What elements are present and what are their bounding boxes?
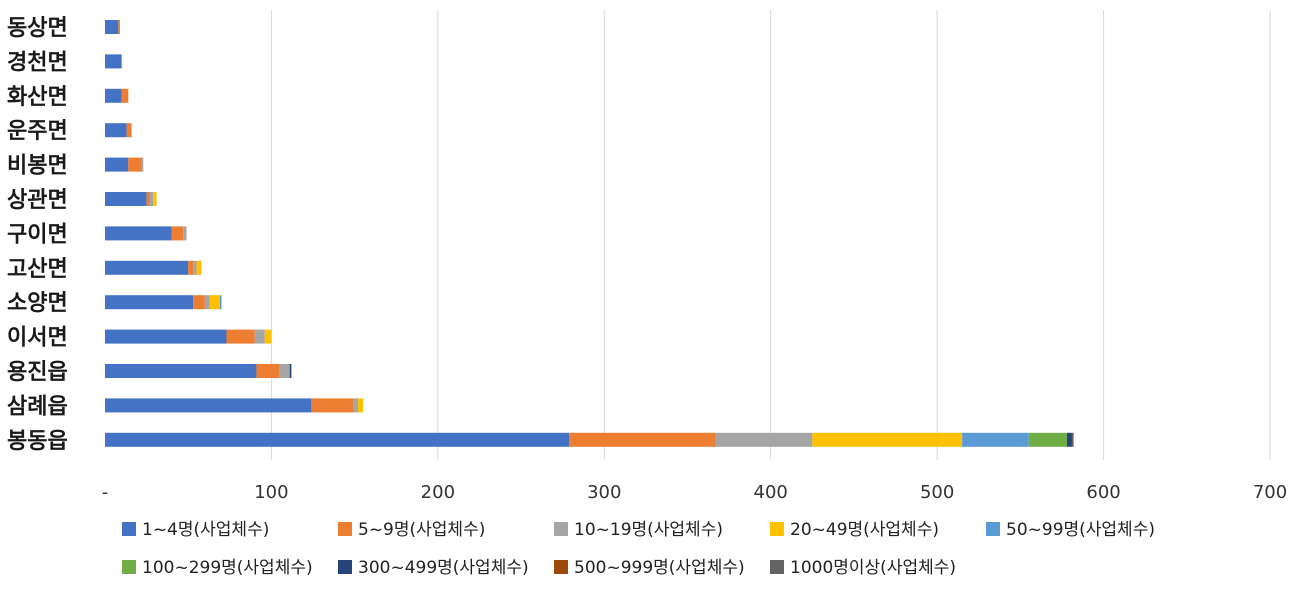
x-tick-label: 700 [1253, 482, 1287, 503]
bar-segment [105, 157, 129, 172]
x-tick-label: 600 [1086, 482, 1120, 503]
bar-segment [219, 295, 222, 310]
bar-segment [128, 157, 142, 172]
bar-segment [149, 192, 154, 206]
legend-label: 5~9명(사업체수) [358, 520, 485, 540]
x-tick-label: 400 [754, 482, 788, 503]
legend-swatch [122, 522, 136, 536]
bar-segment [1066, 432, 1072, 447]
bar-segment [352, 398, 358, 413]
bar-segment [121, 88, 129, 103]
bar-segment [812, 432, 963, 447]
category-label: 이서면 [7, 326, 68, 351]
bar-segment [105, 260, 189, 275]
legend-swatch [554, 522, 568, 536]
category-label: 동상면 [7, 16, 68, 41]
legend-label: 1000명이상(사업체수) [790, 558, 956, 578]
bar-segment [171, 226, 184, 241]
legend-label: 500~999명(사업체수) [574, 558, 745, 578]
bar-segment [209, 295, 220, 310]
bar-segment [105, 329, 227, 344]
bar-segment [105, 88, 122, 103]
bar-segment [256, 364, 280, 378]
legend-swatch [122, 560, 136, 574]
category-label: 상관면 [7, 188, 68, 213]
legend-label: 1~4명(사업체수) [142, 520, 269, 540]
bar-segment [105, 364, 257, 378]
bar-segment [193, 295, 205, 310]
bar-segment [264, 329, 272, 344]
x-tick-label: 200 [421, 482, 455, 503]
bars [105, 20, 1074, 447]
legend-swatch [338, 522, 352, 536]
legend-swatch [554, 560, 568, 574]
x-tick-label: - [102, 482, 109, 503]
category-label: 운주면 [7, 119, 68, 144]
category-label: 용진읍 [7, 360, 68, 385]
bar-segment [141, 157, 144, 172]
legend-swatch [770, 522, 784, 536]
legend: 1~4명(사업체수) 5~9명(사업체수) 10~19명(사업체수) 20~49명(사… [122, 520, 1155, 578]
bar-segment [279, 364, 290, 378]
bar-segment [126, 123, 132, 138]
bar-segment [105, 432, 570, 447]
bar-segment [1028, 432, 1067, 447]
bar-segment [196, 260, 202, 275]
category-label: 봉동읍 [7, 429, 68, 454]
bar-segment [105, 54, 122, 69]
x-tick-label: 100 [254, 482, 288, 503]
category-label: 경천면 [7, 50, 68, 75]
bar-segment [193, 260, 197, 275]
x-tick-label: 300 [587, 482, 621, 503]
bar-segment [118, 20, 120, 34]
bar-segment [188, 260, 194, 275]
bar-segment [105, 20, 119, 34]
bar-segment [226, 329, 255, 344]
legend-swatch [770, 560, 784, 574]
legend-label: 50~99명(사업체수) [1006, 520, 1155, 540]
legend-swatch [338, 560, 352, 574]
category-label: 소양면 [7, 291, 68, 316]
bar-segment [254, 329, 265, 344]
legend-label: 10~19명(사업체수) [574, 520, 723, 540]
legend-label: 20~49명(사업체수) [790, 520, 939, 540]
bar-segment [569, 432, 716, 447]
bar-segment [311, 398, 353, 413]
category-label: 삼례읍 [7, 394, 68, 419]
category-label: 화산면 [7, 85, 68, 110]
gridlines [270, 10, 1271, 460]
category-label: 비봉면 [7, 154, 68, 179]
legend-label: 300~499명(사업체수) [358, 558, 529, 578]
bar-segment [962, 432, 1029, 447]
bar-segment [105, 398, 312, 413]
bar-segment [357, 398, 363, 413]
bar-segment [204, 295, 210, 310]
bar-segment [105, 123, 127, 138]
bar-segment [153, 192, 157, 206]
x-tick-label: 500 [920, 482, 954, 503]
bar-segment [146, 192, 150, 206]
x-axis-ticks: - 100 200 300 400 500 600 700 [102, 482, 1287, 503]
bar-segment [715, 432, 813, 447]
bar-segment [105, 192, 147, 206]
bar-segment [289, 364, 292, 378]
bar-segment [105, 295, 194, 310]
category-label: 구이면 [7, 222, 68, 247]
bar-segment [105, 226, 172, 241]
category-label: 고산면 [7, 257, 68, 282]
bar-segment [183, 226, 187, 241]
bar-segment [1071, 432, 1074, 447]
legend-label: 100~299명(사업체수) [142, 558, 313, 578]
legend-swatch [986, 522, 1000, 536]
